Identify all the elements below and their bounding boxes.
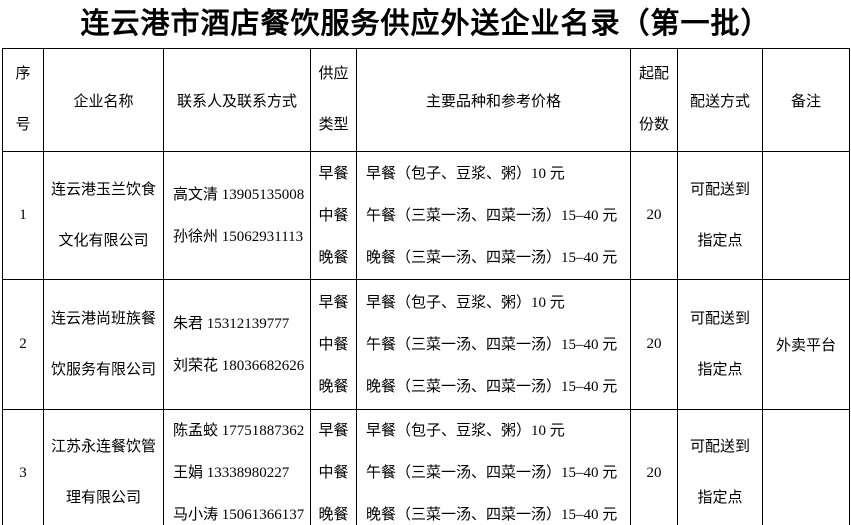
cell-line: 午餐（三菜一汤、四菜一汤）15–40 元 [366,336,618,353]
delivery-method-cell: 可配送到 指定点 [677,151,763,280]
cell-line: 早餐（包子、豆浆、粥）10 元 [366,165,565,182]
contacts-cell: 朱君 15312139777 刘荣花 18036682626 [163,279,311,410]
cell-line: 早餐 [318,165,349,182]
min-portions-cell: 20 [630,151,678,280]
company-cell: 连云港尚班族餐 饮服务有限公司 [43,279,164,410]
min-portions-cell: 20 [630,279,678,410]
remark-cell [762,409,850,525]
cell-line: 午餐（三菜一汤、四菜一汤）15–40 元 [366,465,618,481]
table-row: 1 连云港玉兰饮食 文化有限公司 高文清 13905135008 孙徐州 1506… [2,151,850,280]
cell-line: 晚餐（三菜一汤、四菜一汤）15–40 元 [366,378,618,395]
cell-line: 晚餐 [318,249,349,266]
cell-line: 孙徐州 15062931113 [173,228,304,245]
cell-line: 中餐 [318,207,349,224]
supply-type-cell: 早餐 中餐 晚餐 [310,409,357,525]
company-cell: 连云港玉兰饮食 文化有限公司 [43,151,164,280]
table-header: 序 号 企业名称 联系人及联系方式 供应 类型 主要品种和参考价格 起配 份数 … [2,48,850,152]
contacts-cell: 高文清 13905135008 孙徐州 15062931113 [163,151,311,280]
cell-line: 早餐（包子、豆浆、粥）10 元 [366,423,565,439]
company-cell: 江苏永连餐饮管 理有限公司 [43,409,164,525]
cell-line: 高文清 13905135008 [173,186,305,203]
cell-line: 晚餐（三菜一汤、四菜一汤）15–40 元 [366,249,618,266]
cell-line: 午餐（三菜一汤、四菜一汤）15–40 元 [366,207,618,224]
header-cell-company: 企业名称 [43,48,164,152]
page-title: 连云港市酒店餐饮服务供应外送企业名录（第一批） [80,8,771,40]
supply-type-cell: 早餐 中餐 晚餐 [310,279,357,410]
cell-line: 早餐（包子、豆浆、粥）10 元 [366,294,565,311]
remark-cell [762,151,850,280]
serial-cell: 1 [2,151,44,280]
cell-line: 晚餐（三菜一汤、四菜一汤）15–40 元 [366,507,618,523]
min-portions-cell: 20 [630,409,678,525]
header-cell-remark: 备注 [762,48,850,152]
cell-line: 中餐 [318,336,349,353]
header-cell-contacts: 联系人及联系方式 [163,48,311,152]
cell-line: 刘荣花 18036682626 [173,357,305,374]
cell-line: 王娟 13338980227 [173,465,290,481]
menu-prices-cell: 早餐（包子、豆浆、粥）10 元午餐（三菜一汤、四菜一汤）15–40 元晚餐（三菜… [356,409,631,525]
delivery-method-cell: 可配送到 指定点 [677,409,763,525]
cell-line: 晚餐 [318,507,349,523]
header-row: 序 号 企业名称 联系人及联系方式 供应 类型 主要品种和参考价格 起配 份数 … [2,48,850,152]
supply-type-cell: 早餐 中餐 晚餐 [310,151,357,280]
delivery-method-cell: 可配送到 指定点 [677,279,763,410]
header-cell-delivery: 配送方式 [677,48,763,152]
cell-line: 中餐 [318,465,349,481]
cell-line: 马小涛 15061366137 [173,507,305,523]
enterprise-directory-table: 序 号 企业名称 联系人及联系方式 供应 类型 主要品种和参考价格 起配 份数 … [2,48,850,525]
serial-cell: 2 [2,279,44,410]
menu-prices-cell: 早餐（包子、豆浆、粥）10 元午餐（三菜一汤、四菜一汤）15–40 元晚餐（三菜… [356,279,631,410]
table-row: 3 江苏永连餐饮管 理有限公司 陈孟蛟 17751887362 王娟 133389… [2,409,850,525]
table-row: 2 连云港尚班族餐 饮服务有限公司 朱君 15312139777 刘荣花 1803… [2,279,850,410]
serial-cell: 3 [2,409,44,525]
header-cell-supply-type: 供应 类型 [310,48,357,152]
cell-line: 陈孟蛟 17751887362 [173,423,305,439]
menu-prices-cell: 早餐（包子、豆浆、粥）10 元午餐（三菜一汤、四菜一汤）15–40 元晚餐（三菜… [356,151,631,280]
contacts-cell: 陈孟蛟 17751887362 王娟 13338980227 马小涛 1506136… [163,409,311,525]
header-cell-menu-prices: 主要品种和参考价格 [356,48,631,152]
cell-line: 朱君 15312139777 [173,315,290,332]
table-body: 1 连云港玉兰饮食 文化有限公司 高文清 13905135008 孙徐州 1506… [2,151,850,525]
cell-line: 早餐 [318,294,349,311]
header-cell-min-portions: 起配 份数 [630,48,678,152]
cell-line: 早餐 [318,423,349,439]
remark-cell: 外卖平台 [762,279,850,410]
cell-line: 晚餐 [318,378,349,395]
header-cell-serial: 序 号 [2,48,44,152]
